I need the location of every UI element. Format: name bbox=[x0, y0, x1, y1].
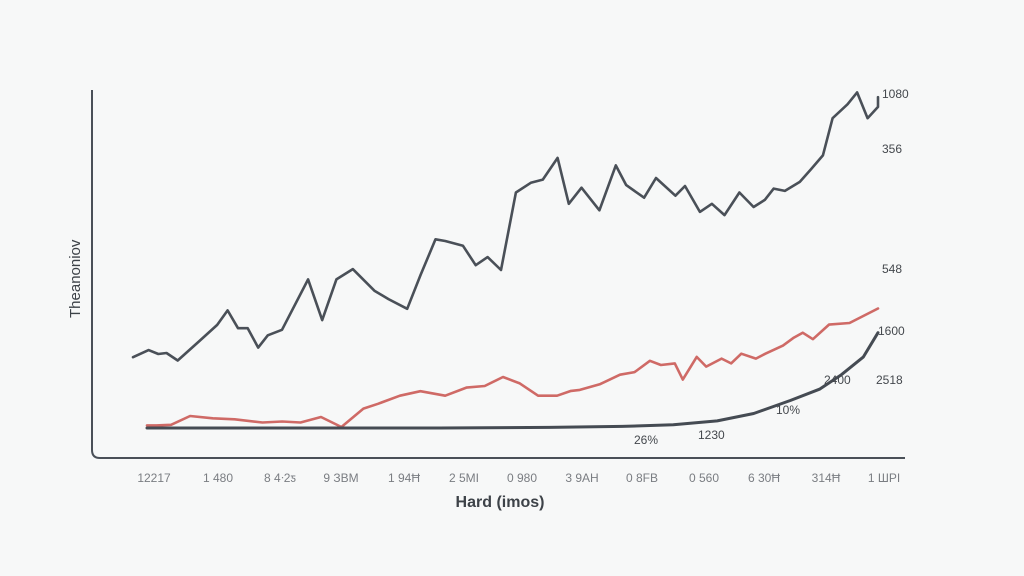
annotation-label: 1230 bbox=[698, 428, 725, 442]
x-tick-label: 6 30Ħ bbox=[748, 471, 780, 485]
x-tick-label: 0 8FB bbox=[626, 471, 658, 485]
x-tick-label: 8 4ᐧ2ƽ bbox=[264, 471, 296, 485]
x-tick-labels: 12217 1 480 8 4ᐧ2ƽ 9 ЗВМ 1 94Ħ 2 5MI 0 9… bbox=[137, 471, 900, 485]
annotation-label: 356 bbox=[882, 142, 902, 156]
x-tick-label: 2 5MI bbox=[449, 471, 479, 485]
annotation-label: 2518 bbox=[876, 373, 903, 387]
annotation-label: 2400 bbox=[824, 373, 851, 387]
x-axis-label: Hard (imos) bbox=[456, 494, 545, 511]
x-tick-label: 1 480 bbox=[203, 471, 233, 485]
series-layer bbox=[131, 91, 880, 430]
axis-lines bbox=[91, 90, 905, 459]
x-tick-label: 9 ЗВМ bbox=[323, 471, 358, 485]
annotation-label: 1600 bbox=[878, 324, 905, 338]
series-line-baseline bbox=[145, 331, 880, 430]
annotation-label: 548 bbox=[882, 262, 902, 276]
annotation-label: 10% bbox=[776, 403, 800, 417]
x-tick-label: 12217 bbox=[137, 471, 171, 485]
y-axis-label: Theanoniov bbox=[67, 239, 84, 318]
x-tick-label: 1 94Ħ bbox=[388, 471, 420, 485]
series-line-dark bbox=[131, 91, 880, 362]
x-tick-label: 1 ШРI bbox=[868, 471, 900, 485]
annotation-label: 1080 bbox=[882, 87, 909, 101]
series-line-red bbox=[145, 307, 880, 429]
x-tick-label: 3 9AH bbox=[565, 471, 598, 485]
x-tick-label: 0 560 bbox=[689, 471, 719, 485]
annotations: 1080 356 548 1600 2400 2518 10% 1230 26% bbox=[634, 87, 909, 447]
x-tick-label: 0 980 bbox=[507, 471, 537, 485]
x-tick-label: 314Ħ bbox=[812, 471, 841, 485]
annotation-label: 26% bbox=[634, 433, 658, 447]
